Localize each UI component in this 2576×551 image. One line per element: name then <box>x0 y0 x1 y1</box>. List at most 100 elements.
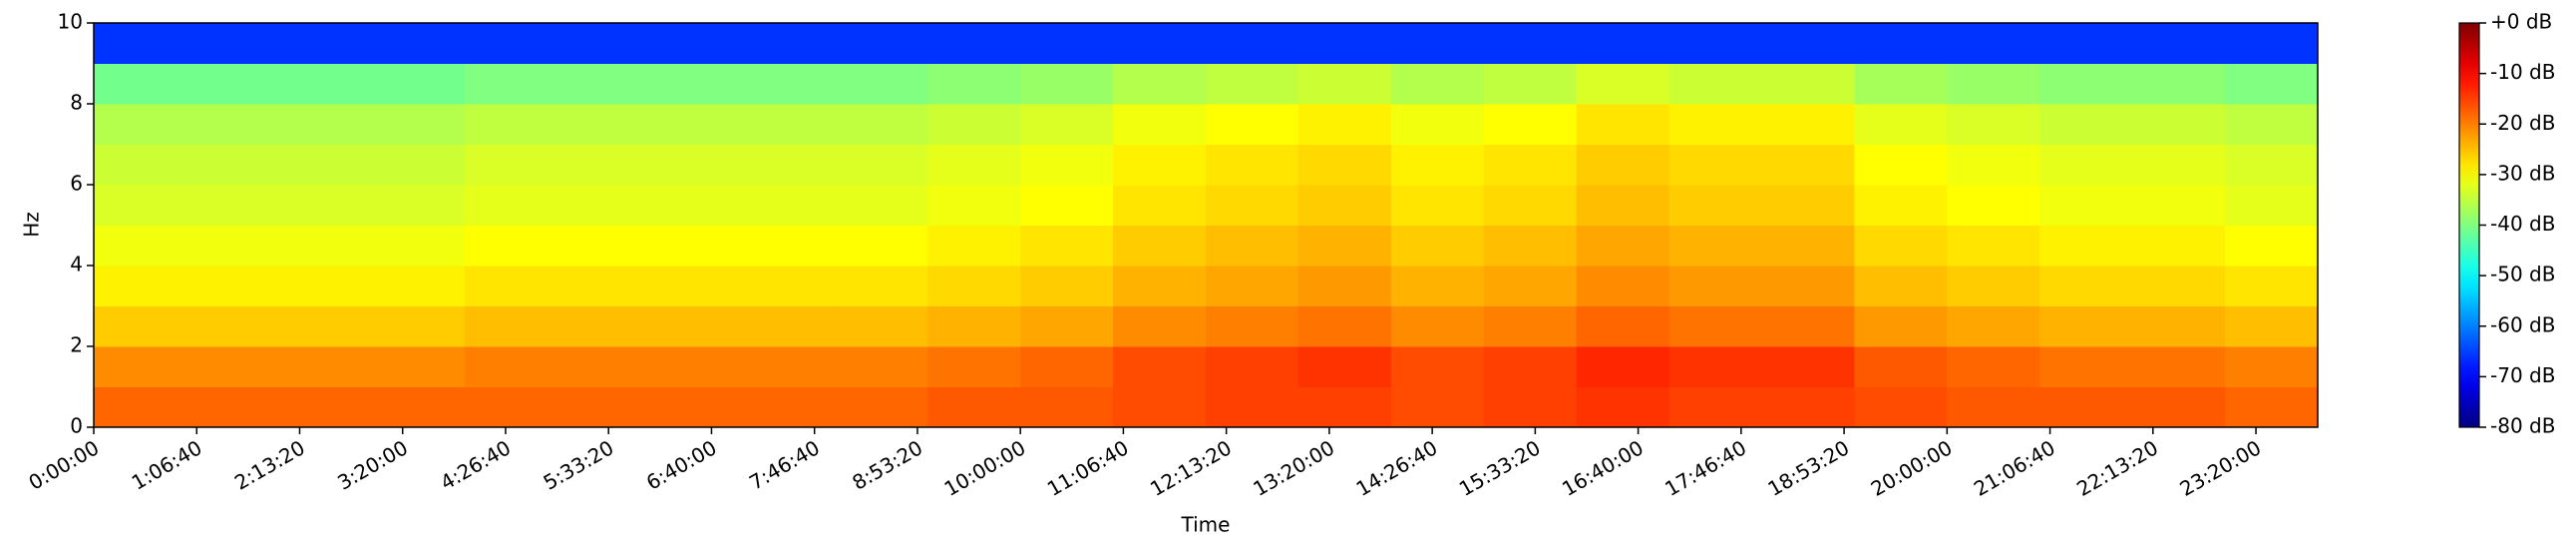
heatmap-cell <box>835 225 928 267</box>
heatmap-cell <box>371 386 466 428</box>
heatmap-cell <box>464 104 558 145</box>
heatmap-cell <box>1297 185 1392 226</box>
heatmap-cell <box>1390 305 1485 347</box>
heatmap-cell <box>2039 305 2133 347</box>
heatmap-cell <box>1668 305 1762 347</box>
plot-frame <box>93 22 2319 428</box>
heatmap-cell <box>464 185 558 226</box>
heatmap-cell <box>1206 63 1299 105</box>
heatmap-cell <box>1297 104 1392 145</box>
heatmap-cell <box>94 185 187 226</box>
heatmap-cell <box>1576 225 1670 267</box>
x-tick-label: 12:13:20 <box>1146 435 1236 501</box>
heatmap-cell <box>2132 266 2226 306</box>
y-tick-label: 10 <box>58 10 83 34</box>
heatmap-cell <box>1113 63 1207 105</box>
heatmap-cell <box>1947 185 2040 226</box>
x-tick-label: 1:06:40 <box>128 435 206 494</box>
heatmap-cell <box>1113 386 1207 428</box>
heatmap-cell <box>1668 23 1762 64</box>
heatmap-cell <box>371 185 466 226</box>
heatmap-cell <box>1947 386 2040 428</box>
heatmap-cell <box>927 225 1021 267</box>
heatmap-cell <box>1113 104 1207 145</box>
heatmap-cell <box>1854 144 1948 186</box>
heatmap-cell <box>1668 185 1762 226</box>
x-tick-label: 2:13:20 <box>230 435 309 494</box>
heatmap-cell <box>2039 346 2133 387</box>
x-tick-label: 8:53:20 <box>848 435 926 494</box>
heatmap-cell <box>1854 346 1948 387</box>
heatmap-cell <box>1576 185 1670 226</box>
heatmap-cell <box>556 305 650 347</box>
heatmap-cell <box>371 23 466 64</box>
heatmap-cell <box>1113 185 1207 226</box>
y-tick-label: 0 <box>70 414 83 438</box>
colorbar-tick-label: -70 dB <box>2490 363 2555 387</box>
heatmap-cell <box>1854 23 1948 64</box>
heatmap-cell <box>1483 386 1578 428</box>
heatmap-cell <box>1576 386 1670 428</box>
heatmap-cell <box>1761 305 1855 347</box>
heatmap-cell <box>1483 225 1578 267</box>
heatmap-cell <box>835 144 928 186</box>
x-tick-label: 22:13:20 <box>2072 435 2162 501</box>
x-tick-label: 0:00:00 <box>24 435 103 494</box>
heatmap-cell <box>556 23 650 64</box>
heatmap-cell <box>742 144 836 186</box>
heatmap-cell <box>1483 346 1578 387</box>
heatmap-cell <box>1761 63 1855 105</box>
heatmap-cell <box>464 23 558 64</box>
heatmap-cell <box>2039 266 2133 306</box>
heatmap-cell <box>1020 386 1114 428</box>
heatmap-cell <box>1390 23 1485 64</box>
x-tick-label: 11:06:40 <box>1043 435 1133 501</box>
heatmap-cell <box>278 63 373 105</box>
heatmap-cell <box>1390 104 1485 145</box>
heatmap-cell <box>1206 305 1299 347</box>
heatmap-cell <box>835 185 928 226</box>
heatmap-cell <box>464 266 558 306</box>
heatmap-cell <box>278 346 373 387</box>
heatmap-cell <box>371 104 466 145</box>
heatmap-cell <box>556 346 650 387</box>
heatmap-cell <box>2132 23 2226 64</box>
heatmap-cell <box>1576 104 1670 145</box>
heatmap-cell <box>185 225 280 267</box>
x-tick-label: 23:20:00 <box>2176 435 2266 501</box>
heatmap-cell <box>927 104 1021 145</box>
heatmap-cell <box>742 104 836 145</box>
heatmap-cell <box>835 23 928 64</box>
heatmap-cell <box>556 225 650 267</box>
colorbar <box>2458 22 2480 428</box>
x-tick-label: 20:00:00 <box>1867 435 1957 501</box>
x-tick-label: 10:00:00 <box>940 435 1030 501</box>
heatmap-cell <box>1947 346 2040 387</box>
heatmap-cell <box>2132 185 2226 226</box>
heatmap-cell <box>742 346 836 387</box>
heatmap-cell <box>649 144 743 186</box>
heatmap-cell <box>1576 23 1670 64</box>
heatmap-cell <box>94 346 187 387</box>
heatmap-cell <box>94 386 187 428</box>
heatmap-cell <box>1854 63 1948 105</box>
heatmap-cell <box>1854 185 1948 226</box>
heatmap-cell <box>1483 104 1578 145</box>
x-tick-label: 5:33:20 <box>540 435 618 494</box>
heatmap-cell <box>1390 144 1485 186</box>
x-tick-label: 17:46:40 <box>1660 435 1750 501</box>
heatmap-cell <box>835 104 928 145</box>
heatmap-cell <box>94 305 187 347</box>
heatmap-cell <box>1206 386 1299 428</box>
heatmap-cell <box>1854 386 1948 428</box>
heatmap-cell <box>185 305 280 347</box>
heatmap-cell <box>1297 23 1392 64</box>
heatmap-cell <box>2132 144 2226 186</box>
heatmap-cell <box>1668 346 1762 387</box>
heatmap-cell <box>94 63 187 105</box>
x-tick-label: 6:40:00 <box>642 435 721 494</box>
heatmap-cell <box>1668 144 1762 186</box>
heatmap-cell <box>1113 346 1207 387</box>
heatmap-cell <box>927 144 1021 186</box>
x-tick-label: 4:26:40 <box>436 435 515 494</box>
